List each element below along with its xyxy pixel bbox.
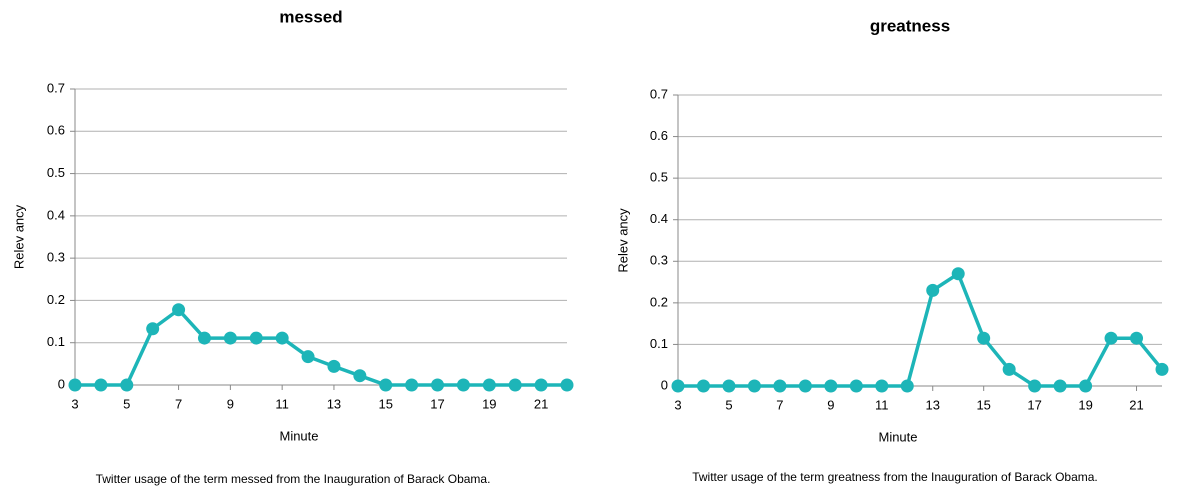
- series-line: [75, 307, 567, 387]
- data-point: [1104, 331, 1118, 345]
- data-point: [977, 331, 991, 345]
- y-tick-label: 0: [661, 377, 668, 392]
- y-tick-label: 0.6: [47, 123, 65, 138]
- chart-title: messed: [279, 7, 342, 26]
- data-point: [824, 379, 838, 393]
- x-tick-label: 21: [1129, 397, 1143, 412]
- x-tick-label: 5: [725, 397, 732, 412]
- y-tick-label: 0.1: [47, 334, 65, 349]
- data-point: [798, 379, 812, 393]
- data-point: [747, 379, 761, 393]
- chart-title: greatness: [870, 16, 950, 35]
- data-point: [696, 379, 710, 393]
- x-tick-label: 7: [776, 397, 783, 412]
- data-point: [508, 378, 522, 392]
- x-tick-label: 21: [534, 396, 548, 411]
- data-point: [671, 379, 685, 393]
- data-point: [773, 379, 787, 393]
- data-point: [1002, 362, 1016, 376]
- data-point: [1028, 379, 1042, 393]
- x-tick-label: 15: [976, 397, 990, 412]
- data-point: [722, 379, 736, 393]
- data-point: [120, 378, 134, 392]
- x-tick-label: 11: [875, 397, 889, 412]
- y-tick-label: 0.3: [47, 250, 65, 265]
- data-point: [94, 378, 108, 392]
- data-point: [482, 378, 496, 392]
- data-point: [1130, 331, 1144, 345]
- data-point: [1079, 379, 1093, 393]
- data-point: [68, 378, 82, 392]
- x-tick-label: 9: [827, 397, 834, 412]
- data-point: [353, 369, 367, 383]
- y-axis-label: Relev ancy: [615, 208, 630, 273]
- data-point: [301, 350, 315, 364]
- data-point: [146, 322, 160, 336]
- y-tick-label: 0.7: [650, 86, 668, 101]
- y-tick-label: 0.2: [47, 292, 65, 307]
- x-tick-label: 3: [674, 397, 681, 412]
- data-point: [560, 378, 574, 392]
- data-point: [1053, 379, 1067, 393]
- y-tick-label: 0.3: [650, 253, 668, 268]
- caption: Twitter usage of the term greatness from…: [692, 470, 1098, 484]
- data-point: [875, 379, 889, 393]
- y-tick-label: 0.4: [47, 207, 65, 222]
- data-point: [197, 331, 211, 345]
- x-tick-label: 11: [275, 396, 289, 411]
- y-tick-label: 0.7: [47, 80, 65, 95]
- data-point: [951, 267, 965, 281]
- data-point: [172, 303, 186, 317]
- data-point: [223, 331, 237, 345]
- x-tick-label: 17: [1027, 397, 1041, 412]
- x-tick-label: 13: [327, 396, 341, 411]
- y-tick-label: 0.6: [650, 128, 668, 143]
- x-tick-label: 13: [926, 397, 940, 412]
- x-axis-label: Minute: [279, 428, 318, 443]
- data-point: [926, 283, 940, 297]
- x-tick-label: 3: [71, 396, 78, 411]
- y-tick-label: 0.5: [47, 165, 65, 180]
- x-tick-label: 19: [482, 396, 496, 411]
- x-tick-label: 15: [379, 396, 393, 411]
- data-point: [249, 331, 263, 345]
- data-point: [900, 379, 914, 393]
- y-tick-label: 0.4: [650, 211, 668, 226]
- y-tick-label: 0.1: [650, 336, 668, 351]
- data-point: [534, 378, 548, 392]
- x-axis-label: Minute: [878, 429, 917, 444]
- data-point: [379, 378, 393, 392]
- data-point: [275, 331, 289, 345]
- x-tick-label: 19: [1078, 397, 1092, 412]
- data-point: [327, 359, 341, 373]
- data-point: [1155, 362, 1169, 376]
- y-tick-label: 0.2: [650, 294, 668, 309]
- y-axis-label: Relev ancy: [11, 204, 26, 269]
- series-line: [678, 272, 1164, 388]
- data-point: [405, 378, 419, 392]
- y-tick-label: 0: [58, 376, 65, 391]
- caption: Twitter usage of the term messed from th…: [96, 472, 491, 486]
- x-tick-label: 5: [123, 396, 130, 411]
- x-tick-label: 7: [175, 396, 182, 411]
- y-tick-label: 0.5: [650, 170, 668, 185]
- x-tick-label: 9: [227, 396, 234, 411]
- data-point: [431, 378, 445, 392]
- data-point: [456, 378, 470, 392]
- data-point: [849, 379, 863, 393]
- x-tick-label: 17: [430, 396, 444, 411]
